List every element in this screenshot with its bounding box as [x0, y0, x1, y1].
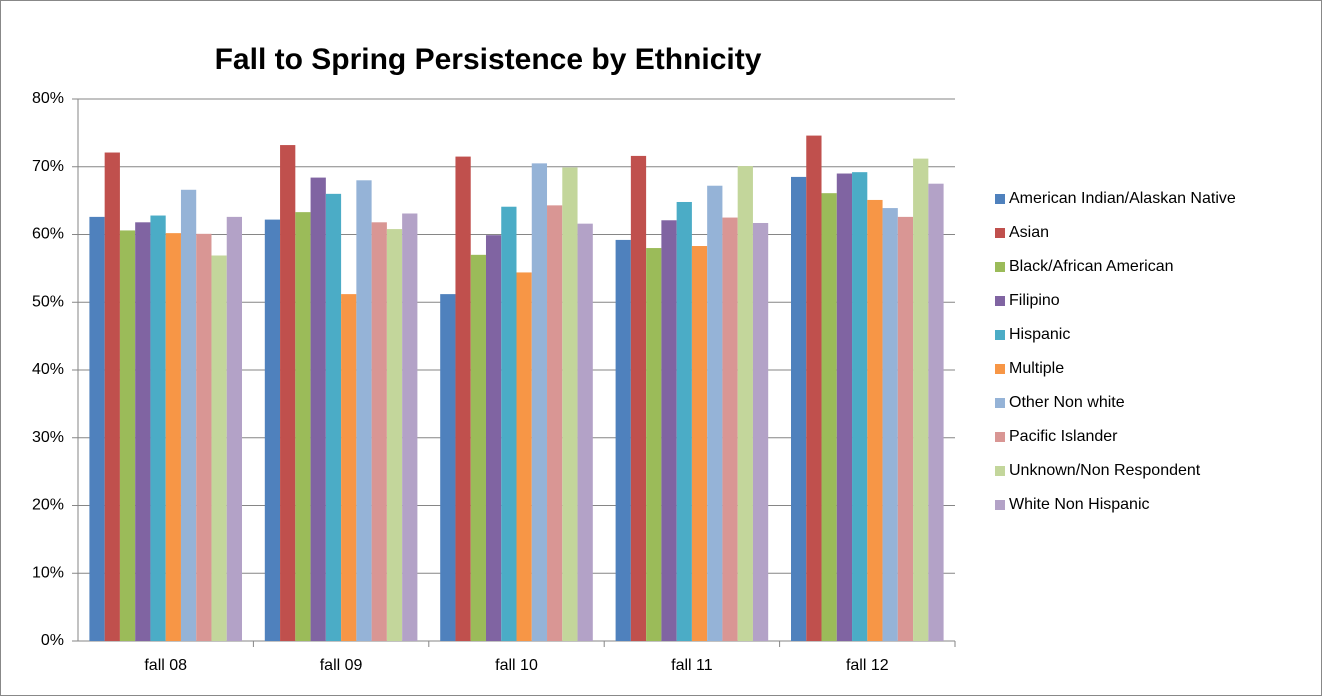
bar [386, 229, 403, 641]
bar [646, 248, 662, 642]
x-tick-label: fall 12 [846, 657, 889, 674]
bar [371, 222, 387, 641]
bar [661, 220, 677, 641]
bar [707, 185, 723, 641]
x-tick-label: fall 09 [320, 657, 363, 674]
legend-swatch [995, 398, 1005, 408]
x-tick-label: fall 10 [495, 657, 538, 674]
legend-label: American Indian/Alaskan Native [1009, 190, 1236, 207]
legend-label: Asian [1009, 224, 1049, 241]
bar [897, 216, 914, 641]
bar [150, 215, 166, 641]
bar [310, 177, 326, 641]
legend-label: White Non Hispanic [1009, 496, 1150, 513]
y-tick-label: 70% [32, 158, 64, 175]
y-tick-label: 80% [32, 90, 64, 107]
legend-label: Hispanic [1009, 326, 1070, 343]
bar [737, 166, 753, 641]
x-tick-label: fall 11 [671, 657, 713, 674]
legend-label: Black/African American [1009, 258, 1174, 275]
bar [280, 145, 296, 641]
bar [630, 155, 647, 641]
bar [852, 172, 868, 642]
bar [531, 163, 548, 642]
legend-swatch [995, 466, 1005, 476]
bar [791, 176, 807, 641]
bar [867, 199, 883, 641]
x-tick-label: fall 08 [144, 657, 187, 674]
bar [402, 213, 418, 641]
y-tick-label: 0% [41, 632, 64, 649]
bar [516, 272, 532, 641]
bar [356, 180, 372, 642]
legend-label: Unknown/Non Respondent [1009, 462, 1201, 479]
legend-label: Pacific Islander [1009, 428, 1118, 445]
bar [264, 219, 281, 641]
bar [470, 254, 486, 641]
legend-swatch [995, 330, 1005, 340]
y-tick-label: 40% [32, 361, 64, 378]
legend-swatch [995, 364, 1005, 374]
bar [913, 158, 929, 641]
legend-swatch [995, 296, 1005, 306]
bar [104, 152, 120, 641]
legend-swatch [995, 194, 1005, 204]
bar [501, 206, 517, 641]
bar [562, 167, 578, 642]
bar [691, 246, 708, 641]
bar [722, 217, 738, 641]
y-tick-label: 60% [32, 226, 64, 243]
legend-label: Multiple [1009, 360, 1064, 377]
bar [928, 183, 944, 641]
bar [547, 205, 563, 641]
legend-label: Filipino [1009, 292, 1060, 309]
bar [455, 156, 471, 641]
bar [165, 233, 181, 641]
bar [836, 173, 853, 641]
bar [752, 222, 769, 642]
bar [89, 216, 105, 641]
y-tick-label: 50% [32, 293, 64, 310]
bar [341, 294, 357, 641]
bar [196, 233, 212, 641]
legend-swatch [995, 228, 1005, 238]
y-tick-label: 10% [32, 564, 64, 581]
bar [440, 294, 456, 641]
bar [211, 255, 227, 641]
bar [180, 189, 197, 641]
legend-label: Other Non white [1009, 394, 1125, 411]
legend-swatch [995, 500, 1005, 510]
chart-title: Fall to Spring Persistence by Ethnicity [215, 43, 762, 76]
legend-swatch [995, 432, 1005, 442]
y-tick-label: 30% [32, 429, 64, 446]
y-tick-label: 20% [32, 497, 64, 514]
bar [325, 193, 342, 641]
bar [119, 230, 136, 641]
bar [485, 235, 502, 642]
bar [676, 201, 692, 642]
bar [577, 223, 593, 641]
bar [821, 193, 837, 642]
bar [806, 135, 822, 641]
legend-swatch [995, 262, 1005, 272]
bar [295, 212, 311, 641]
bar [615, 239, 631, 642]
bar [135, 222, 151, 641]
bar [882, 208, 898, 641]
bar [226, 216, 242, 641]
